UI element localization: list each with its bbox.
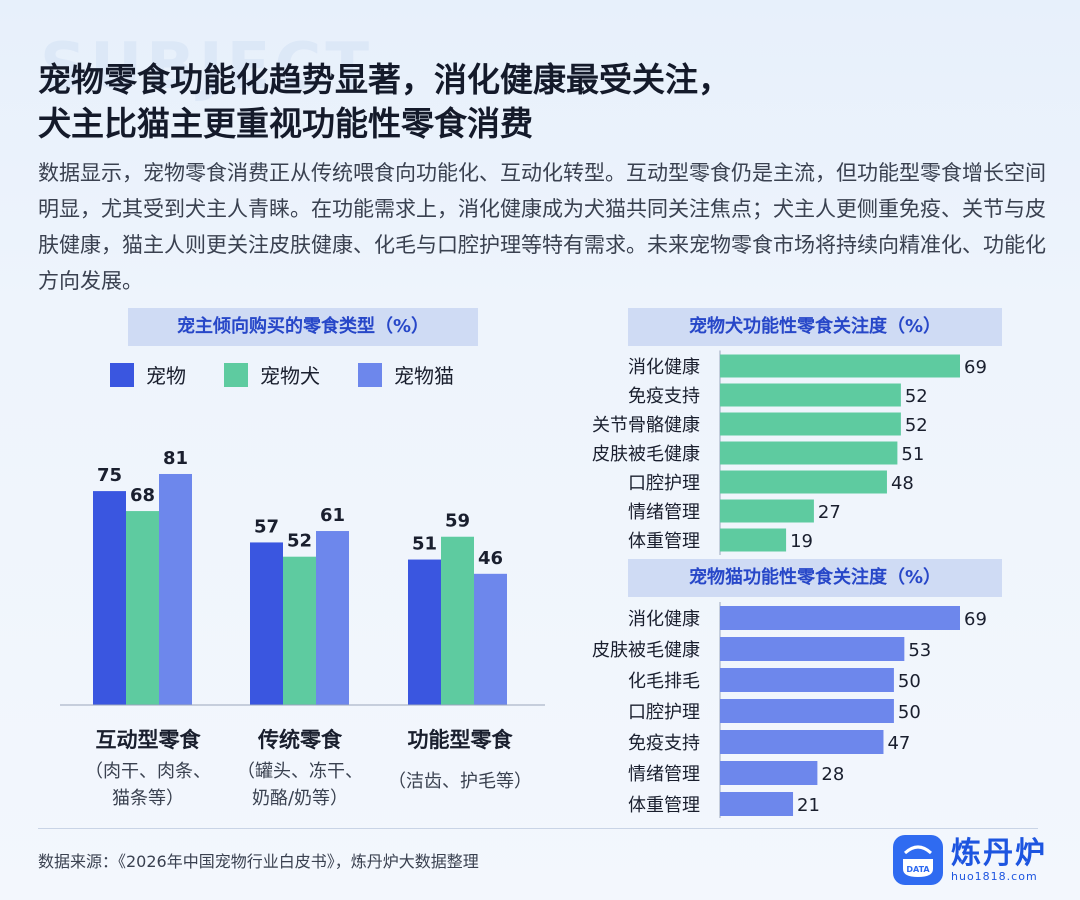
bar-1-2 bbox=[316, 531, 349, 705]
cat-chart-value-label-5: 28 bbox=[821, 764, 844, 785]
dog-chart-bar-0 bbox=[720, 354, 960, 378]
cat-chart-bar-4 bbox=[720, 730, 884, 754]
cat-chart-category-label-1: 皮肤被毛健康 bbox=[592, 640, 700, 661]
logo-name: 炼丹炉 bbox=[951, 835, 1047, 871]
page-title: 宠物零食功能化趋势显著，消化健康最受关注， 犬主比猫主更重视功能性零食消费 bbox=[38, 58, 1038, 146]
left-chart-legend: 宠物 宠物犬 宠物猫 bbox=[110, 360, 454, 389]
category-subtitle-traditional-line-1: （罐头、冻干、 bbox=[237, 761, 363, 782]
bar-1-1 bbox=[283, 556, 316, 705]
legend-label-cat: 宠物猫 bbox=[394, 364, 454, 388]
bar-0-2 bbox=[159, 473, 192, 705]
dog-chart-bar-2 bbox=[720, 412, 901, 436]
bar-value-label-0-1: 68 bbox=[130, 485, 155, 506]
dog-chart-bar-5 bbox=[720, 499, 814, 523]
dog-chart-value-label-1: 52 bbox=[905, 386, 928, 407]
footer-divider bbox=[38, 828, 1038, 829]
cat-chart-category-label-3: 口腔护理 bbox=[628, 702, 700, 723]
cat-chart-value-label-3: 50 bbox=[898, 702, 921, 723]
legend-swatch-dog bbox=[224, 362, 248, 387]
data-source: 数据来源：《2026年中国宠物行业白皮书》，炼丹炉大数据整理 bbox=[38, 852, 479, 871]
cat-chart-category-label-6: 体重管理 bbox=[628, 795, 700, 816]
cat-chart-bar-6 bbox=[720, 792, 794, 816]
category-subtitle-traditional-line-2: 奶酪/奶等） bbox=[251, 788, 349, 809]
dog-chart-category-label-1: 免疫支持 bbox=[628, 386, 700, 407]
legend-swatch-cat bbox=[358, 362, 382, 387]
cat-chart-bar-2 bbox=[720, 668, 894, 692]
bar-value-label-0-0: 75 bbox=[97, 465, 122, 486]
dog-chart-value-label-2: 52 bbox=[905, 415, 928, 436]
bar-2-1 bbox=[441, 536, 474, 705]
dog-chart-category-label-3: 皮肤被毛健康 bbox=[592, 444, 700, 465]
cat-chart-category-label-5: 情绪管理 bbox=[628, 764, 700, 785]
dog-chart-bar-3 bbox=[720, 441, 898, 465]
title-line-1: 宠物零食功能化趋势显著，消化健康最受关注， bbox=[38, 60, 731, 99]
legend-label-dog: 宠物犬 bbox=[260, 364, 320, 388]
page-description: 数据显示，宠物零食消费正从传统喂食向功能化、互动化转型。互动型零食仍是主流，但功… bbox=[38, 161, 1046, 293]
dog-function-bar-chart: 消化健康 69 免疫支持 52 关节骨骼健康 52 皮肤被毛健康 51 口腔护理 48 情绪管理 27… bbox=[592, 350, 987, 555]
dog-chart-bar-4 bbox=[720, 470, 887, 494]
bar-1-0 bbox=[250, 542, 283, 705]
bar-value-label-2-1: 59 bbox=[445, 511, 470, 532]
cat-chart-category-label-0: 消化健康 bbox=[628, 609, 700, 630]
dog-chart-value-label-3: 51 bbox=[901, 444, 924, 465]
bar-2-0 bbox=[408, 559, 441, 705]
dog-chart-value-label-6: 19 bbox=[790, 531, 813, 552]
logo-badge-text: DATA bbox=[906, 865, 930, 874]
bar-value-label-0-2: 81 bbox=[163, 448, 188, 469]
category-label-traditional: 传统零食 bbox=[258, 728, 342, 752]
legend-label-pet: 宠物 bbox=[146, 364, 186, 388]
logo-url: huo1818.com bbox=[951, 869, 1038, 883]
dog-chart-category-label-2: 关节骨骼健康 bbox=[592, 415, 700, 436]
dog-chart-value-label-0: 69 bbox=[964, 357, 987, 378]
bar-value-label-1-1: 52 bbox=[287, 531, 312, 552]
cat-chart-bar-3 bbox=[720, 699, 894, 723]
category-subtitle-interactive-line-1: （肉干、肉条、 bbox=[85, 761, 211, 782]
cat-chart-value-label-0: 69 bbox=[964, 609, 987, 630]
cat-chart-value-label-1: 53 bbox=[908, 640, 931, 661]
dog-chart-value-label-4: 48 bbox=[891, 473, 914, 494]
left-bar-chart: 75 68 81 57 52 61 51 59 46 bbox=[60, 448, 545, 706]
category-subtitle-interactive-line-2: 猫条等） bbox=[112, 788, 184, 809]
category-subtitle-functional: （洁齿、护毛等） bbox=[370, 768, 550, 795]
cat-chart-value-label-4: 47 bbox=[887, 733, 910, 754]
category-subtitle-interactive: （肉干、肉条、 猫条等） bbox=[58, 758, 238, 812]
category-subtitle-traditional: （罐头、冻干、 奶酪/奶等） bbox=[210, 758, 390, 812]
bar-value-label-2-2: 46 bbox=[478, 548, 503, 569]
dog-chart-category-label-0: 消化健康 bbox=[628, 357, 700, 378]
dog-chart-title: 宠物犬功能性零食关注度（%） bbox=[628, 308, 1002, 346]
category-label-functional: 功能型零食 bbox=[407, 728, 513, 752]
dog-chart-bar-1 bbox=[720, 383, 901, 407]
bar-0-0 bbox=[93, 491, 126, 705]
cat-chart-title: 宠物猫功能性零食关注度（%） bbox=[628, 559, 1002, 597]
logo-mark-icon: DATA bbox=[893, 835, 943, 885]
dog-chart-category-label-4: 口腔护理 bbox=[628, 473, 700, 494]
cat-function-bar-chart: 消化健康 69 皮肤被毛健康 53 化毛排毛 50 口腔护理 50 免疫支持 47 情绪管理 28 体重… bbox=[592, 602, 987, 818]
cat-chart-value-label-2: 50 bbox=[898, 671, 921, 692]
cat-chart-bar-0 bbox=[720, 606, 960, 630]
brand-logo: DATA 炼丹炉 huo1818.com bbox=[893, 835, 1047, 885]
legend-swatch-pet bbox=[110, 362, 134, 387]
category-subtitle-functional-line-1: （洁齿、护毛等） bbox=[388, 771, 532, 792]
dog-chart-value-label-5: 27 bbox=[818, 502, 841, 523]
bar-value-label-2-0: 51 bbox=[412, 534, 437, 555]
cat-chart-bar-5 bbox=[720, 761, 818, 785]
bar-2-2 bbox=[474, 573, 507, 705]
bar-0-1 bbox=[126, 511, 159, 705]
bar-value-label-1-0: 57 bbox=[254, 516, 279, 537]
dog-chart-bar-6 bbox=[720, 528, 787, 552]
dog-chart-category-label-5: 情绪管理 bbox=[628, 502, 700, 523]
title-line-2: 犬主比猫主更重视功能性零食消费 bbox=[38, 104, 533, 143]
cat-chart-category-label-4: 免疫支持 bbox=[628, 733, 700, 754]
left-chart-title: 宠主倾向购买的零食类型（%） bbox=[128, 308, 478, 346]
dog-chart-category-label-6: 体重管理 bbox=[628, 531, 700, 552]
bar-value-label-1-2: 61 bbox=[320, 505, 345, 526]
cat-chart-category-label-2: 化毛排毛 bbox=[628, 671, 700, 692]
cat-chart-value-label-6: 21 bbox=[797, 795, 820, 816]
category-label-interactive: 互动型零食 bbox=[95, 728, 201, 752]
cat-chart-bar-1 bbox=[720, 637, 905, 661]
